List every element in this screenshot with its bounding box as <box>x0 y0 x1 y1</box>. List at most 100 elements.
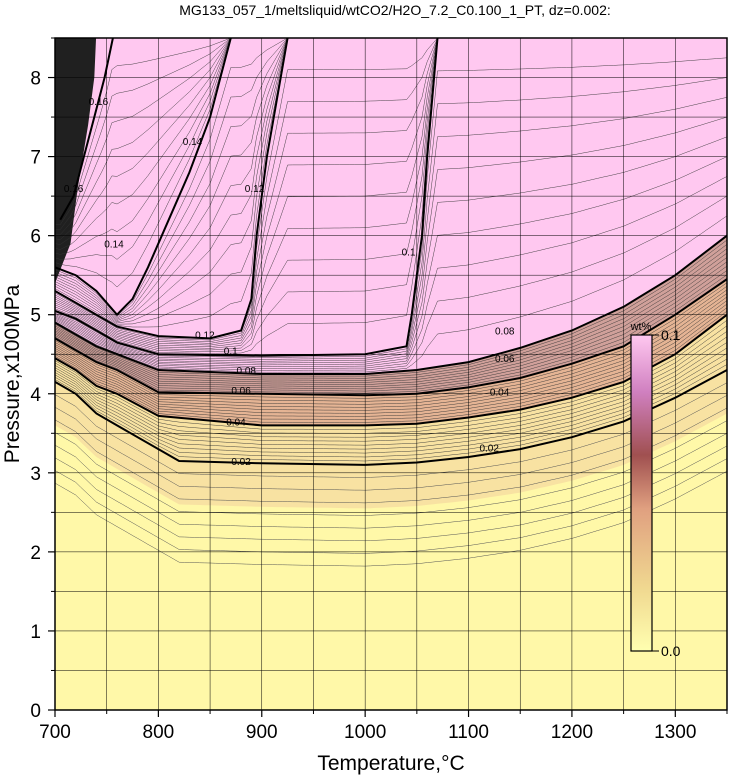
thin-contour <box>55 38 727 321</box>
contour-label: 0.1 <box>224 346 238 357</box>
thin-contour <box>55 331 727 438</box>
x-tick-label: 1100 <box>448 722 489 743</box>
y-axis: 0 1 2 3 4 5 6 7 8 <box>30 37 55 722</box>
thin-contour <box>55 358 727 458</box>
thin-contour <box>55 282 727 399</box>
contour-label: 0.06 <box>231 386 251 397</box>
contour-label: 0.16 <box>64 184 84 195</box>
x-tick-label: 900 <box>246 722 278 743</box>
y-tick-label: 3 <box>30 464 41 485</box>
thin-contour <box>55 156 727 367</box>
contour-label: 0.16 <box>89 97 109 108</box>
plot-frame <box>54 37 728 711</box>
contour-label: 0.08 <box>237 366 257 377</box>
thin-contour <box>55 38 727 342</box>
thin-contour <box>55 248 727 381</box>
red-band <box>55 279 727 426</box>
thin-contour <box>55 420 727 516</box>
thin-contour <box>55 364 727 462</box>
thin-contour <box>55 342 727 446</box>
x-axis: 700 800 900 1000 1100 1200 1300 <box>39 710 728 743</box>
x-tick-label: 700 <box>39 722 71 743</box>
dark-corner-region <box>55 38 97 284</box>
thin-contour <box>55 38 727 319</box>
thin-contour <box>55 38 727 255</box>
thin-contour <box>55 38 727 240</box>
contour-label: 0.04 <box>226 417 246 428</box>
thin-contour <box>55 265 727 390</box>
thin-contour <box>55 77 727 360</box>
thin-contour <box>55 38 727 354</box>
labeled-contours <box>55 38 727 466</box>
colorbar: 0.1 0.0 wt% <box>630 321 681 659</box>
plot-area: 0.020.020.040.040.060.060.080.080.10.10.… <box>55 38 727 710</box>
thin-contour <box>55 382 727 478</box>
thin-contour <box>55 325 727 434</box>
thin-contour <box>55 320 727 430</box>
thin-contour <box>55 38 727 260</box>
contour-label: 0.02 <box>231 457 251 468</box>
thin-contour <box>55 293 727 408</box>
contour-label: 0.08 <box>495 327 515 338</box>
thin-contour <box>55 303 727 417</box>
colorbar-max-label: 0.1 <box>661 327 681 343</box>
thin-contour <box>55 38 727 318</box>
thin-contour <box>55 470 727 567</box>
y-tick-label: 5 <box>30 306 41 327</box>
thin-contour <box>55 244 727 379</box>
contour-label: 0.12 <box>195 330 215 341</box>
thin-contour <box>55 38 727 324</box>
thin-contour <box>55 215 727 373</box>
colorbar-unit: wt% <box>630 321 652 333</box>
thin-contour <box>55 38 727 341</box>
orange-band <box>55 314 727 509</box>
thin-contour <box>55 300 727 414</box>
y-tick-label: 6 <box>30 227 41 248</box>
thin-contour <box>55 353 727 454</box>
x-tick-label: 1200 <box>551 722 593 743</box>
contour-label: 0.02 <box>479 444 499 455</box>
thin-contour <box>55 310 727 423</box>
contour-0.06 <box>55 278 727 397</box>
thin-contour <box>55 38 727 320</box>
thin-contour <box>55 116 727 364</box>
thin-contour <box>55 38 727 250</box>
contour-label: 0.1 <box>402 247 416 258</box>
thin-contour <box>55 252 727 383</box>
thin-contours <box>55 38 727 567</box>
y-tick-label: 1 <box>30 622 41 643</box>
contour-0.04 <box>55 313 727 427</box>
thin-contour <box>55 307 727 420</box>
x-axis-title: Temperature,°C <box>317 752 464 775</box>
x-tick-label: 1300 <box>654 722 696 743</box>
contour-0.02 <box>55 369 727 466</box>
thin-contour <box>55 195 727 371</box>
colorbar-scale <box>630 334 653 652</box>
thin-contour <box>55 38 727 346</box>
thin-contour <box>55 407 727 504</box>
thin-contour <box>55 38 727 288</box>
thin-contour <box>55 261 727 388</box>
thin-contour <box>55 38 727 351</box>
thin-contour <box>55 38 727 245</box>
thin-contour <box>55 38 727 328</box>
y-axis-title: Pressure,x100MPa <box>1 284 24 463</box>
y-tick-label: 0 <box>30 701 41 722</box>
y-tick-label: 7 <box>30 148 41 169</box>
contour-0.1 <box>55 38 439 357</box>
contour-0.16 <box>59 38 114 221</box>
contour-label: 0.06 <box>495 354 515 365</box>
y-tick-label: 4 <box>30 385 41 406</box>
thin-contour <box>55 97 727 362</box>
thin-contour <box>55 38 727 230</box>
thin-contour <box>55 57 727 358</box>
thin-contour <box>55 270 727 392</box>
y-tick-label: 2 <box>30 543 41 564</box>
thin-contour <box>55 38 727 325</box>
thin-contour <box>55 38 727 317</box>
pink-region <box>55 38 727 374</box>
thin-contour <box>55 296 727 411</box>
thin-contour <box>55 289 727 405</box>
contour-0.08 <box>55 234 727 375</box>
thin-contour <box>55 257 727 385</box>
